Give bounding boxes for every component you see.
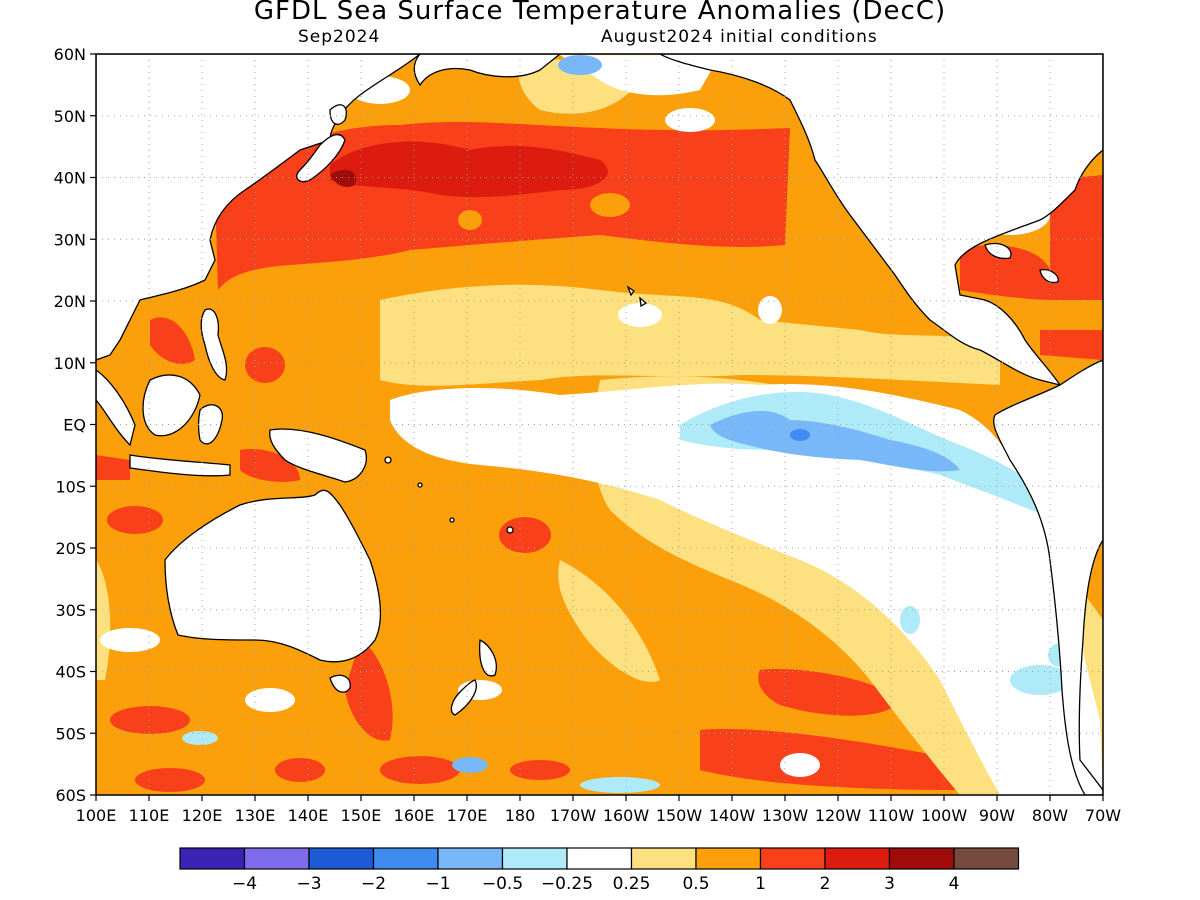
colorbar-label: −3 bbox=[296, 874, 321, 894]
colorbar-label: −1 bbox=[425, 874, 450, 894]
latitude-tick-label: 20S bbox=[55, 539, 86, 558]
latitude-tick-label: 40N bbox=[54, 169, 86, 188]
colorbar-swatch bbox=[566, 847, 633, 870]
latitude-tick-label: 10S bbox=[55, 477, 86, 496]
latitude-axis: 60N 50N 40N 30N 20N 10N EQ 10S 20S 30S 40S 50S 60S bbox=[54, 45, 96, 805]
longitude-tick-label: 80W bbox=[1032, 806, 1068, 825]
colorbar-label: 2 bbox=[820, 874, 831, 894]
latitude-tick-label: 30S bbox=[55, 601, 86, 620]
colorbar-label: 0.5 bbox=[682, 874, 709, 894]
forecast-month: Sep2024 bbox=[298, 27, 381, 47]
longitude-tick-label: 130E bbox=[235, 806, 276, 825]
longitude-tick-label: 100E bbox=[76, 806, 117, 825]
longitude-tick-label: 140W bbox=[709, 806, 756, 825]
colorbar-label: −0.25 bbox=[541, 874, 593, 894]
colorbar-swatch bbox=[695, 847, 762, 870]
latitude-tick-label: 50N bbox=[54, 107, 86, 126]
colorbar-swatch bbox=[824, 847, 891, 870]
north-pacific-core bbox=[330, 141, 608, 198]
latitude-tick-label: 10N bbox=[54, 354, 86, 373]
colorbar-swatch bbox=[501, 847, 568, 870]
colorbar-label: 4 bbox=[949, 874, 960, 894]
latitude-tick-label: 60N bbox=[54, 45, 86, 64]
longitude-tick-label: 180 bbox=[505, 806, 536, 825]
longitude-tick-label: 160W bbox=[603, 806, 650, 825]
colorbar-label: −2 bbox=[361, 874, 386, 894]
latitude-tick-label: EQ bbox=[63, 416, 86, 435]
initial-conditions: August2024 initial conditions bbox=[601, 27, 878, 47]
longitude-tick-label: 120W bbox=[815, 806, 862, 825]
colorbar-label: 1 bbox=[755, 874, 766, 894]
colorbar-swatch bbox=[759, 847, 826, 870]
subtropical-neutral-band bbox=[380, 284, 1000, 386]
latitude-tick-label: 40S bbox=[55, 663, 86, 682]
colorbar-swatch bbox=[888, 847, 955, 870]
colorbar-swatch bbox=[953, 847, 1020, 870]
longitude-tick-label: 130W bbox=[762, 806, 809, 825]
latitude-tick-label: 60S bbox=[55, 786, 86, 805]
latitude-tick-label: 30N bbox=[54, 230, 86, 249]
coastlines bbox=[96, 54, 1103, 795]
latitude-tick-label: 20N bbox=[54, 292, 86, 311]
colorbar: −4 −3 −2 −1 −0.5 −0.25 0.25 0.5 1 2 3 4 bbox=[179, 847, 1020, 894]
colorbar-swatch bbox=[630, 847, 697, 870]
longitude-tick-label: 160E bbox=[394, 806, 435, 825]
longitude-tick-label: 90W bbox=[979, 806, 1015, 825]
colorbar-swatch bbox=[243, 847, 310, 870]
colorbar-label: −4 bbox=[232, 874, 257, 894]
latitude-tick-label: 50S bbox=[55, 724, 86, 743]
longitude-tick-label: 110W bbox=[868, 806, 915, 825]
colorbar-label: 0.25 bbox=[613, 874, 651, 894]
longitude-tick-label: 70W bbox=[1085, 806, 1121, 825]
longitude-tick-label: 100W bbox=[921, 806, 968, 825]
longitude-tick-label: 170E bbox=[447, 806, 488, 825]
longitude-tick-label: 110E bbox=[129, 806, 170, 825]
colorbar-swatch bbox=[372, 847, 439, 870]
longitude-tick-label: 150E bbox=[341, 806, 382, 825]
longitude-tick-label: 150W bbox=[656, 806, 703, 825]
longitude-tick-label: 170W bbox=[550, 806, 597, 825]
colorbar-label: −0.5 bbox=[482, 874, 523, 894]
longitude-axis: 100E 110E 120E 130E 140E 150E 160E 170E 180 170W 1… bbox=[76, 795, 1121, 825]
longitude-tick-label: 120E bbox=[182, 806, 223, 825]
longitude-tick-label: 140E bbox=[288, 806, 329, 825]
map-title: GFDL Sea Surface Temperature Anomalies (… bbox=[253, 0, 947, 26]
colorbar-swatch bbox=[179, 847, 246, 870]
colorbar-swatch bbox=[308, 847, 375, 870]
colorbar-label: 3 bbox=[884, 874, 895, 894]
colorbar-swatch bbox=[437, 847, 504, 870]
